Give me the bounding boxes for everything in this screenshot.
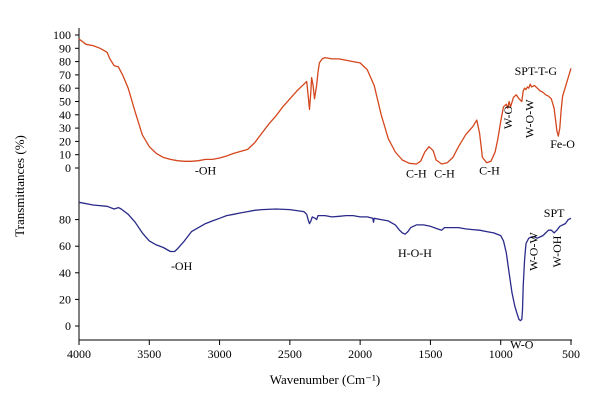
x-ticks: 4000 3500 3000 2500 2000 1500 1000 500 [67,340,580,361]
peak-annotation: C-H [479,164,500,178]
peak-annotation: W-O-W [526,232,540,271]
x-tick-label: 2000 [348,347,372,361]
peak-annotation: SPT-T-G [515,64,558,78]
lower-y-tick-label: 80 [59,213,71,227]
peak-annotation: SPT [544,206,565,220]
x-tick-label: 2500 [278,347,302,361]
peak-annotation: W-O-W [523,99,537,138]
peak-annotation: -OH [195,164,217,178]
lower-y-tick-label: 60 [59,239,71,253]
peak-annotation: C-H [406,166,427,180]
series-layer [78,38,572,322]
upper-y-tick-label: 10 [59,148,71,162]
upper-y-tick-label: 70 [59,68,71,82]
upper-y-tick-label: 30 [59,121,71,135]
lower-y-tick-label: 20 [59,292,71,306]
x-tick-label: 1500 [418,347,442,361]
x-tick-label: 3500 [137,347,161,361]
upper-y-tick-label: 40 [59,108,71,122]
series-line-1 [78,38,572,165]
axes [78,28,572,341]
upper-y-tick-label: 20 [59,134,71,148]
x-tick-label: 1000 [489,347,513,361]
peak-annotation: W-OH [550,235,564,267]
upper-y-tick-label: 60 [59,81,71,95]
series-line-2 [78,201,572,322]
peak-annotation: -OH [171,259,193,273]
upper-y-tick-label: 80 [59,55,71,69]
upper-y-tick-label: 0 [65,161,71,175]
upper-y-tick-label: 100 [53,28,71,42]
lower-y-tick-label: 0 [65,319,71,333]
peak-annotation: W-O [510,338,534,352]
x-tick-label: 4000 [67,347,91,361]
y-axis-title: Transmittances (%) [12,135,27,237]
annotation-layer: -OH C-H C-H C-H W-O W-O-W SPT-T-G Fe-O -OH H-O-H S… [171,64,575,352]
upper-y-tick-label: 50 [59,95,71,109]
lower-y-tick-label: 40 [59,266,71,280]
x-tick-label: 3000 [208,347,232,361]
peak-annotation: C-H [434,166,455,180]
x-axis-title: Wavenumber (Cm⁻¹) [270,372,380,387]
peak-annotation: H-O-H [398,246,432,260]
x-tick-label: 500 [562,347,580,361]
peak-annotation: W-O [501,105,515,129]
upper-y-tick-label: 90 [59,41,71,55]
peak-annotation: Fe-O [550,137,575,151]
